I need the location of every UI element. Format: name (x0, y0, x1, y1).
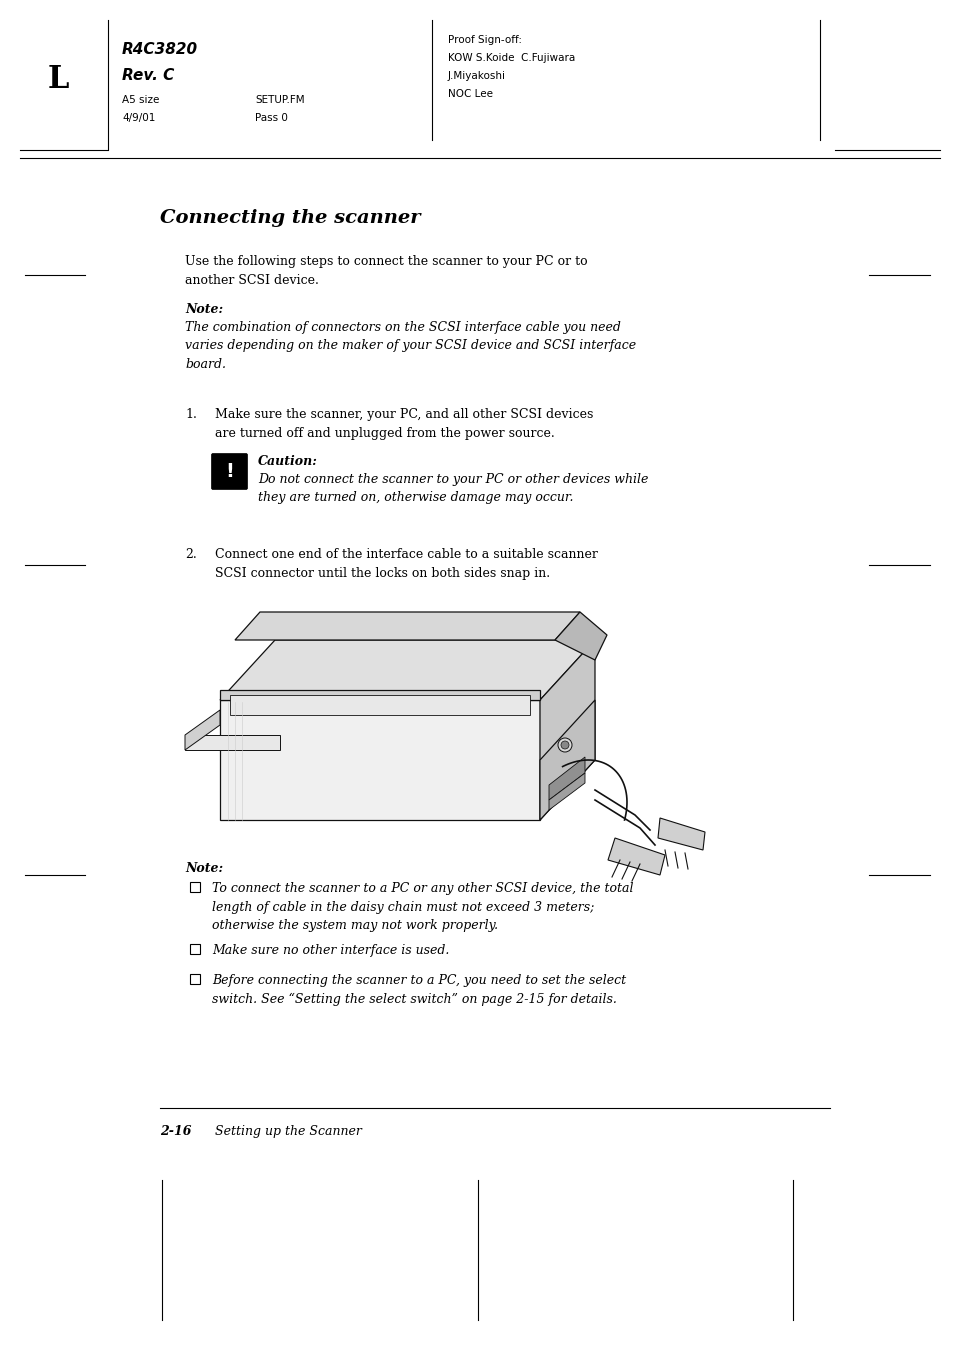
Text: SETUP.FM: SETUP.FM (254, 95, 304, 105)
Text: 4/9/01: 4/9/01 (122, 113, 155, 123)
Polygon shape (548, 757, 584, 800)
Text: 2.: 2. (185, 549, 196, 561)
Polygon shape (220, 640, 595, 700)
Polygon shape (658, 817, 704, 850)
Text: Make sure the scanner, your PC, and all other SCSI devices
are turned off and un: Make sure the scanner, your PC, and all … (214, 408, 593, 439)
Text: Connecting the scanner: Connecting the scanner (160, 209, 420, 227)
Polygon shape (220, 700, 539, 820)
Bar (190, 944, 200, 954)
Text: Before connecting the scanner to a PC, you need to set the select
switch. See “S: Before connecting the scanner to a PC, y… (212, 974, 625, 1006)
FancyBboxPatch shape (212, 454, 247, 489)
Text: Note:: Note: (185, 862, 223, 875)
Text: A5 size: A5 size (122, 95, 159, 105)
Text: Connect one end of the interface cable to a suitable scanner
SCSI connector unti: Connect one end of the interface cable t… (214, 549, 598, 580)
Text: L: L (48, 65, 69, 96)
Polygon shape (185, 735, 280, 750)
Text: R4C3820: R4C3820 (122, 42, 198, 58)
Text: Use the following steps to connect the scanner to your PC or to
another SCSI dev: Use the following steps to connect the s… (185, 255, 587, 286)
Bar (190, 882, 200, 892)
Text: 1.: 1. (185, 408, 196, 422)
Text: Setting up the Scanner: Setting up the Scanner (214, 1125, 361, 1138)
Circle shape (558, 738, 572, 753)
Text: Make sure no other interface is used.: Make sure no other interface is used. (212, 944, 449, 957)
Polygon shape (185, 711, 220, 750)
Text: NOC Lee: NOC Lee (448, 89, 493, 99)
Polygon shape (234, 612, 579, 640)
Bar (190, 974, 200, 984)
Polygon shape (539, 700, 595, 820)
Text: To connect the scanner to a PC or any other SCSI device, the total
length of cab: To connect the scanner to a PC or any ot… (212, 882, 633, 932)
Text: 2-16: 2-16 (160, 1125, 192, 1138)
Text: Rev. C: Rev. C (122, 68, 174, 82)
Text: Proof Sign-off:: Proof Sign-off: (448, 35, 521, 45)
Text: The combination of connectors on the SCSI interface cable you need
varies depend: The combination of connectors on the SCS… (185, 322, 636, 372)
Polygon shape (607, 838, 664, 875)
Text: Caution:: Caution: (257, 455, 317, 467)
Polygon shape (548, 773, 584, 811)
Text: Do not connect the scanner to your PC or other devices while
they are turned on,: Do not connect the scanner to your PC or… (257, 473, 648, 504)
Polygon shape (539, 640, 595, 820)
Text: J.Miyakoshi: J.Miyakoshi (448, 72, 505, 81)
Text: !: ! (225, 462, 233, 481)
Text: Pass 0: Pass 0 (254, 113, 288, 123)
Polygon shape (220, 690, 539, 700)
Polygon shape (230, 694, 530, 715)
Text: KOW S.Koide  C.Fujiwara: KOW S.Koide C.Fujiwara (448, 53, 575, 63)
Text: Note:: Note: (185, 303, 223, 316)
Circle shape (560, 740, 568, 748)
Polygon shape (555, 612, 606, 661)
